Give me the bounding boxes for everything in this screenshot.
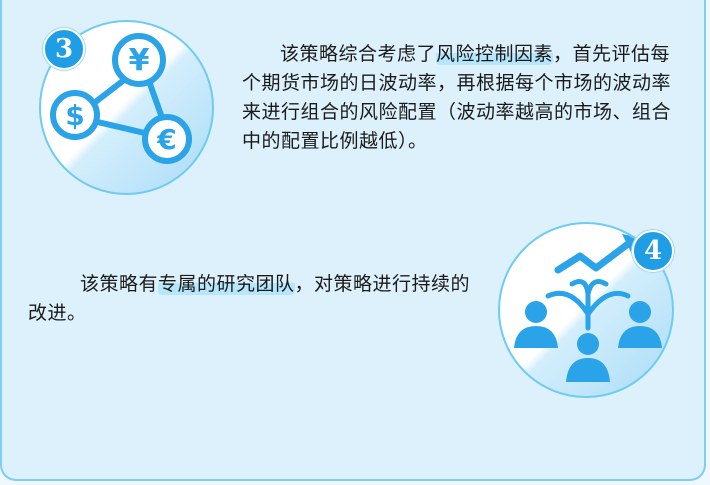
research-team-paragraph: 该策略有专属的研究团队，对策略进行持续的改进。 <box>28 270 480 328</box>
step-badge-3: 3 <box>43 28 85 70</box>
team-people-icon <box>514 301 662 382</box>
highlight-risk-control: 风险控制因素 <box>436 43 554 65</box>
paragraph-text-end: ，对策略进行持续的改进。 <box>28 273 471 324</box>
euro-icon: € <box>142 114 192 164</box>
paragraph-text-end: ，首先评估每个期货市场的日波动率，再根据每个市场的波动率来进行组合的风险配置（波… <box>242 43 672 152</box>
yuan-icon: ¥ <box>112 33 166 87</box>
risk-control-paragraph: 该策略综合考虑了风险控制因素，首先评估每个期货市场的日波动率，再根据每个市场的波… <box>242 40 678 156</box>
trend-arrow-icon <box>554 240 632 274</box>
highlight-research-team: 专属的研究团队 <box>158 273 295 295</box>
svg-text:$: $ <box>65 99 84 132</box>
svg-text:€: € <box>156 123 176 156</box>
paragraph-text-start: 该策略有 <box>80 273 159 295</box>
svg-text:¥: ¥ <box>129 43 150 78</box>
dollar-icon: $ <box>50 90 100 140</box>
branch-arrows <box>545 279 631 331</box>
step-badge-4: 4 <box>632 230 674 272</box>
paragraph-text-start: 该策略综合考虑了 <box>280 43 437 65</box>
